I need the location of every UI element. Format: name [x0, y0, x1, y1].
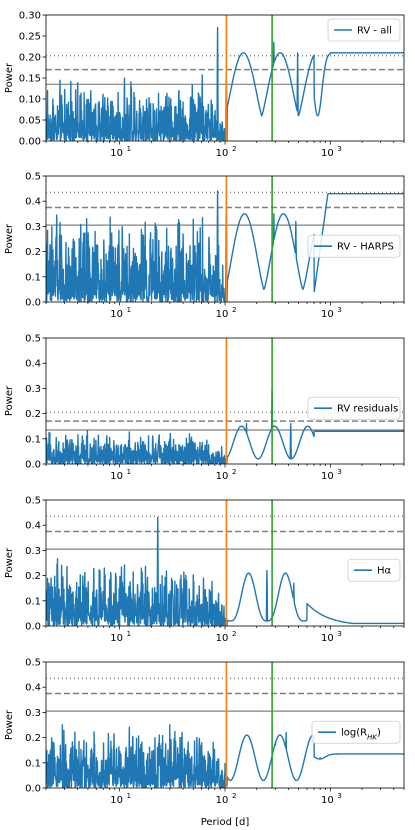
y-tick-label: 0.15: [19, 74, 41, 85]
y-tick-label: 0.1: [25, 758, 41, 769]
x-tick-label: 10: [110, 309, 123, 320]
x-axis-label: Period [d]: [201, 817, 250, 828]
y-tick-label: 0.0: [25, 784, 41, 795]
x-tick-label: 10: [216, 795, 229, 806]
y-axis-label: Power: [4, 223, 15, 254]
y-tick-label: 0.5: [25, 496, 41, 507]
legend-box: [307, 396, 401, 420]
x-tick-exponent: 3: [337, 306, 341, 314]
legend-label: RV residuals: [337, 404, 398, 415]
x-tick-label: 10: [321, 309, 334, 320]
y-tick-label: 0.5: [25, 658, 41, 669]
x-tick-label: 10: [216, 309, 229, 320]
y-tick-label: 0.25: [19, 32, 41, 43]
legend: log(RHK): [311, 720, 401, 744]
y-tick-label: 0.2: [25, 571, 41, 582]
y-tick-label: 0.3: [25, 384, 41, 395]
y-tick-label: 0.0: [25, 298, 41, 309]
plot-area: [46, 662, 404, 788]
y-tick-label: 0.00: [19, 137, 41, 148]
x-tick-exponent: 1: [127, 145, 131, 153]
y-tick-label: 0.2: [25, 409, 41, 420]
x-tick-exponent: 3: [337, 145, 341, 153]
y-tick-label: 0.2: [25, 247, 41, 258]
y-tick-label: 0.5: [25, 334, 41, 345]
x-tick-exponent: 2: [232, 630, 236, 638]
x-tick-label: 10: [321, 633, 334, 644]
y-tick-label: 0.1: [25, 596, 41, 607]
legend: RV - HARPS: [307, 234, 401, 258]
x-tick-exponent: 2: [232, 792, 236, 800]
y-tick-label: 0.4: [25, 683, 41, 694]
x-tick-exponent: 1: [127, 630, 131, 638]
periodogram-series-line: [46, 388, 404, 464]
y-tick-label: 0.3: [25, 708, 41, 719]
y-tick-label: 0.5: [25, 172, 41, 183]
x-tick-exponent: 2: [232, 468, 236, 476]
x-tick-label: 10: [216, 633, 229, 644]
x-tick-label: 10: [110, 633, 123, 644]
periodogram-series-line: [46, 724, 404, 788]
x-tick-exponent: 1: [127, 792, 131, 800]
y-axis-label: Power: [4, 547, 15, 578]
x-tick-exponent: 3: [337, 792, 341, 800]
legend-label: RV - all: [357, 26, 392, 37]
x-tick-exponent: 2: [232, 145, 236, 153]
x-tick-label: 10: [110, 148, 123, 159]
y-tick-label: 0.4: [25, 521, 41, 532]
x-tick-exponent: 1: [127, 306, 131, 314]
legend-label: Hα: [377, 566, 392, 577]
y-axis-label: Power: [4, 385, 15, 416]
y-tick-label: 0.30: [19, 11, 41, 22]
x-tick-label: 10: [110, 471, 123, 482]
periodogram-series-line: [46, 516, 404, 626]
plot-area: [46, 500, 404, 626]
x-tick-label: 10: [321, 148, 334, 159]
x-tick-exponent: 3: [337, 468, 341, 476]
legend-box: [327, 18, 401, 42]
y-tick-label: 0.1: [25, 434, 41, 445]
legend-box: [307, 234, 401, 258]
x-tick-exponent: 2: [232, 306, 236, 314]
y-tick-label: 0.3: [25, 222, 41, 233]
y-tick-label: 0.2: [25, 733, 41, 744]
y-tick-label: 0.4: [25, 197, 41, 208]
legend: Hα: [347, 558, 401, 582]
plot-area: [46, 338, 404, 464]
y-tick-label: 0.1: [25, 272, 41, 283]
x-tick-label: 10: [216, 148, 229, 159]
plot-area: [46, 15, 404, 141]
x-tick-label: 10: [321, 795, 334, 806]
legend: RV residuals: [307, 396, 401, 420]
x-tick-label: 10: [110, 795, 123, 806]
x-tick-exponent: 3: [337, 630, 341, 638]
legend-box: [347, 558, 401, 582]
y-axis-label: Power: [4, 62, 15, 93]
x-tick-label: 10: [216, 471, 229, 482]
legend: RV - all: [327, 18, 401, 42]
y-tick-label: 0.0: [25, 460, 41, 471]
periodogram-series-line: [46, 26, 404, 141]
y-tick-label: 0.20: [19, 53, 41, 64]
periodogram-series-line: [46, 190, 404, 302]
y-tick-label: 0.05: [19, 116, 41, 127]
y-tick-label: 0.3: [25, 546, 41, 557]
plot-area: [46, 176, 404, 302]
y-tick-label: 0.0: [25, 622, 41, 633]
x-tick-exponent: 1: [127, 468, 131, 476]
y-tick-label: 0.4: [25, 359, 41, 370]
y-axis-label: Power: [4, 709, 15, 740]
legend-label: RV - HARPS: [337, 242, 394, 253]
legend-box: [311, 720, 401, 744]
y-tick-label: 0.10: [19, 95, 41, 106]
x-tick-label: 10: [321, 471, 334, 482]
